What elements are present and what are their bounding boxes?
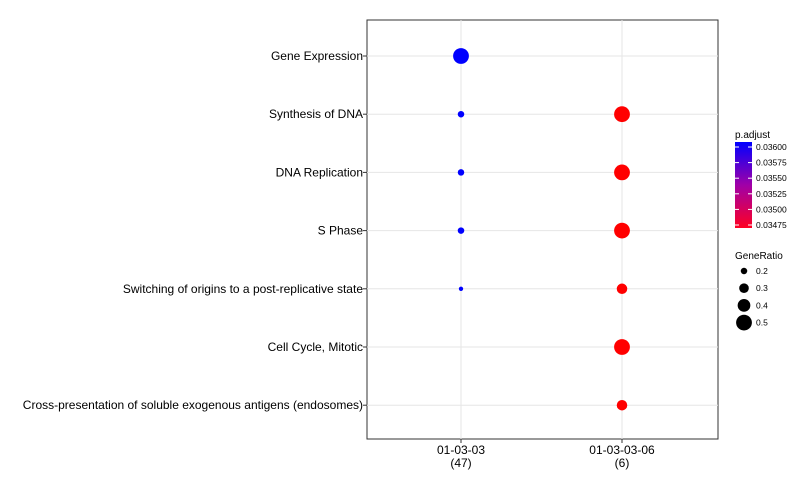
gene-ratio-legend-title: GeneRatio: [735, 251, 783, 262]
y-tick-label: Cross-presentation of soluble exogenous …: [23, 398, 363, 412]
colorbar-label: 0.03575: [756, 158, 787, 168]
data-point: [614, 339, 630, 355]
size-legend-key: [740, 267, 748, 275]
y-tick-label: S Phase: [318, 224, 364, 238]
data-point: [457, 110, 465, 118]
plot-panel: [366, 19, 719, 440]
size-legend-label: 0.2: [756, 266, 768, 276]
data-point: [614, 164, 630, 181]
x-tick-label: 01-03-03: [437, 443, 485, 457]
size-legend-key: [739, 283, 749, 294]
data-point: [614, 106, 630, 123]
x-axis: 01-03-03(47) 01-03-03-06(6): [437, 439, 655, 470]
y-tick-label: Synthesis of DNA: [269, 107, 363, 121]
data-point: [453, 48, 469, 64]
y-tick-label: DNA Replication: [276, 165, 363, 179]
x-tick-count: (6): [615, 456, 630, 470]
points: [453, 48, 630, 411]
y-axis: Gene Expression Synthesis of DNA DNA Repli…: [23, 49, 367, 412]
size-legend-label: 0.4: [756, 300, 768, 310]
y-tick-label: Gene Expression: [271, 49, 363, 63]
data-point: [457, 227, 465, 234]
size-legend-label: 0.5: [756, 318, 768, 328]
data-point: [457, 169, 465, 176]
size-legend-key: [736, 314, 752, 331]
colorbar-label: 0.03550: [756, 173, 787, 183]
colorbar-label: 0.03500: [756, 204, 787, 214]
data-point: [616, 399, 628, 411]
colorbar-label: 0.03475: [756, 220, 787, 230]
p-adjust-legend: p.adjust 0.03600 0.03575 0.03550 0.03525 0.0…: [735, 130, 787, 230]
data-point: [458, 286, 464, 291]
gene-ratio-legend: GeneRatio 0.2 0.3 0.4 0.5: [735, 251, 783, 331]
p-adjust-colorbar: [735, 142, 752, 228]
colorbar-label: 0.03525: [756, 189, 787, 199]
y-tick-label: Cell Cycle, Mitotic: [268, 340, 363, 354]
size-legend-label: 0.3: [756, 283, 768, 293]
data-point: [616, 283, 628, 295]
x-tick-label: 01-03-03-06: [589, 443, 655, 457]
data-point: [614, 222, 630, 239]
p-adjust-legend-title: p.adjust: [735, 130, 770, 141]
x-tick-count: (47): [450, 456, 471, 470]
size-legend-key: [737, 299, 751, 312]
y-tick-label: Switching of origins to a post-replicati…: [123, 282, 363, 296]
colorbar-label: 0.03600: [756, 142, 787, 152]
